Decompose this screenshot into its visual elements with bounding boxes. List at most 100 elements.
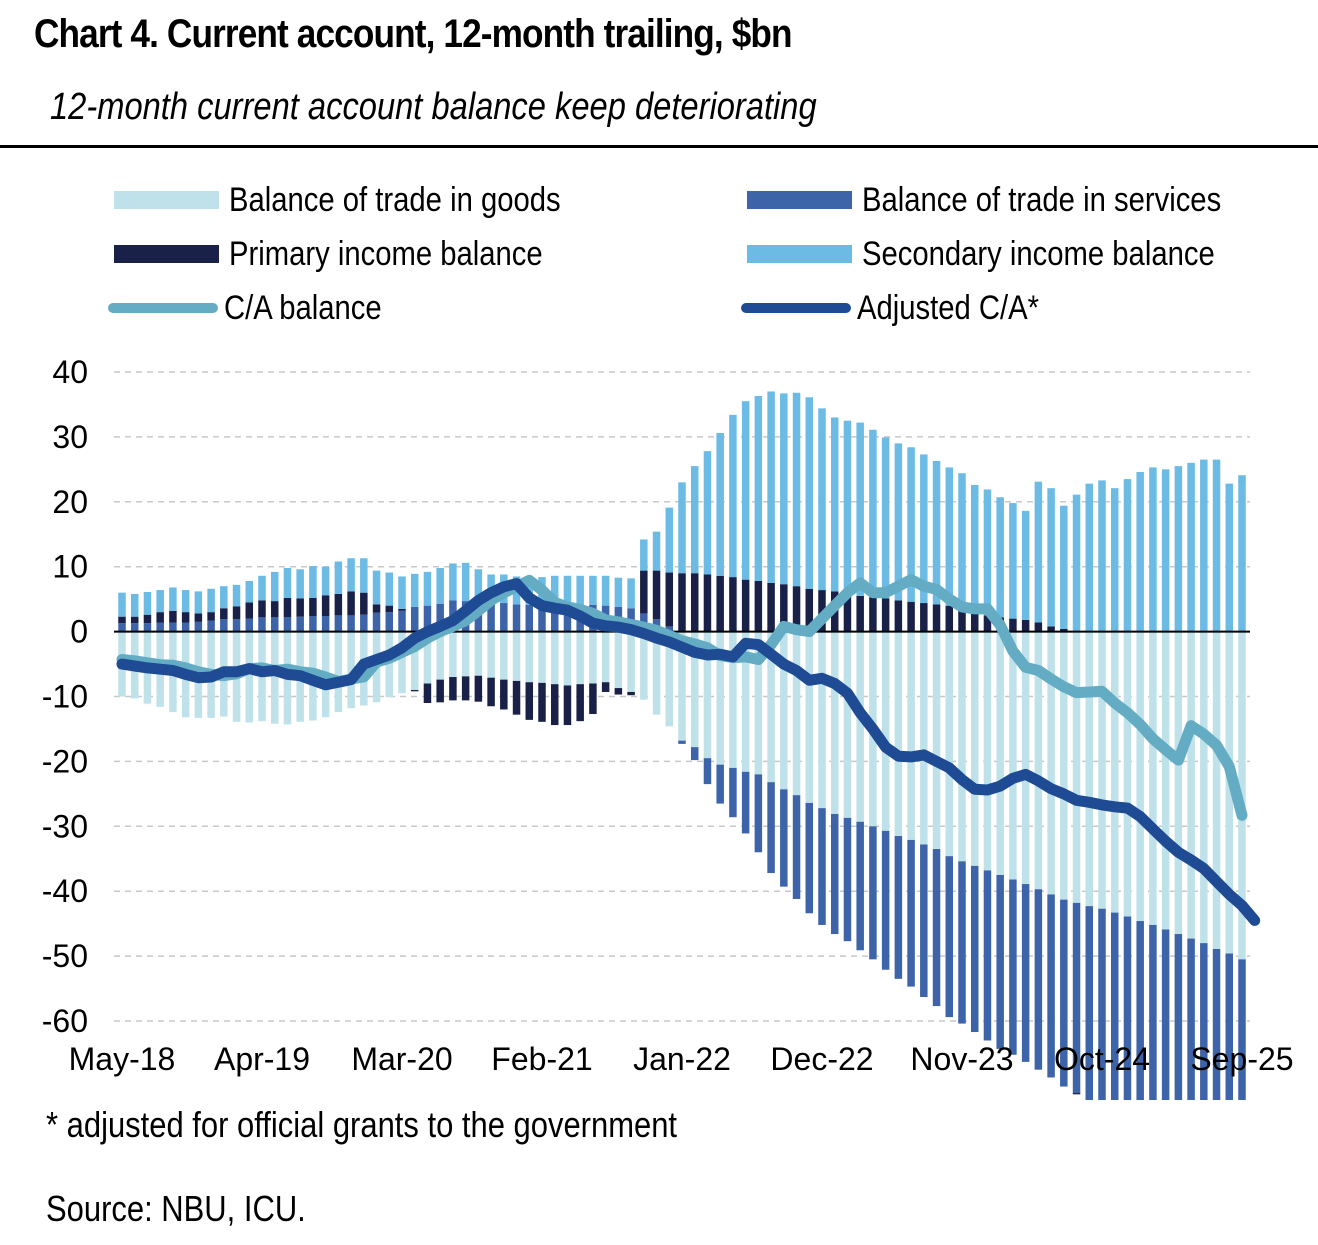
bar-primary-income-balance: [118, 616, 126, 624]
bar-balance-of-trade-in-services: [780, 789, 788, 887]
bar-balance-of-trade-in-services: [945, 856, 954, 1018]
bar-secondary-income-balance: [869, 429, 877, 598]
legend-swatch-goods: [114, 191, 219, 209]
bar-balance-of-trade-in-services: [169, 622, 177, 632]
bar-secondary-income-balance: [156, 590, 164, 613]
bar-primary-income-balance: [283, 597, 292, 618]
legend-label-secondary-income: Secondary income balance: [862, 234, 1215, 273]
bar-balance-of-trade-in-goods: [1085, 631, 1094, 907]
bar-balance-of-trade-in-goods: [410, 631, 419, 691]
chart-subtitle: 12-month current account balance keep de…: [50, 86, 817, 128]
bar-secondary-income-balance: [143, 592, 152, 615]
bar-secondary-income-balance: [627, 578, 635, 609]
bar-primary-income-balance: [741, 579, 750, 632]
bar-balance-of-trade-in-services: [792, 795, 801, 899]
bar-primary-income-balance: [780, 584, 788, 632]
bar-primary-income-balance: [729, 577, 737, 632]
bar-secondary-income-balance: [283, 567, 292, 598]
bar-secondary-income-balance: [1187, 462, 1195, 632]
bar-balance-of-trade-in-goods: [805, 631, 814, 803]
bar-secondary-income-balance: [754, 396, 763, 581]
bar-secondary-income-balance: [894, 443, 903, 601]
y-tick-label: 10: [52, 549, 88, 585]
bar-balance-of-trade-in-services: [347, 615, 355, 632]
bar-secondary-income-balance: [945, 467, 954, 606]
bar-secondary-income-balance: [1174, 466, 1183, 632]
bar-primary-income-balance: [538, 682, 546, 722]
bar-primary-income-balance: [525, 682, 534, 720]
bar-balance-of-trade-in-goods: [703, 631, 712, 759]
bar-secondary-income-balance: [1072, 494, 1081, 632]
bar-secondary-income-balance: [321, 566, 330, 596]
bar-primary-income-balance: [1034, 622, 1043, 632]
bar-balance-of-trade-in-services: [920, 844, 928, 997]
bar-secondary-income-balance: [398, 576, 406, 609]
bar-balance-of-trade-in-services: [983, 870, 992, 1041]
bar-balance-of-trade-in-services: [423, 605, 432, 632]
bar-secondary-income-balance: [449, 563, 457, 601]
bar-balance-of-trade-in-services: [1187, 938, 1195, 1100]
bar-balance-of-trade-in-services: [843, 817, 852, 942]
bar-balance-of-trade-in-goods: [449, 631, 457, 678]
bar-primary-income-balance: [334, 593, 343, 616]
bar-balance-of-trade-in-services: [118, 623, 126, 632]
bar-balance-of-trade-in-goods: [894, 631, 903, 837]
bar-primary-income-balance: [512, 680, 521, 715]
bar-balance-of-trade-in-goods: [945, 631, 954, 857]
y-tick-label: 20: [52, 484, 88, 520]
bar-primary-income-balance: [1009, 618, 1017, 632]
bar-secondary-income-balance: [563, 575, 572, 606]
line-adjusted-c-a: [116, 578, 1261, 926]
legend-label-services: Balance of trade in services: [862, 180, 1222, 219]
bar-secondary-income-balance: [856, 422, 864, 596]
legend-swatch-primary-income: [114, 245, 219, 263]
bar-balance-of-trade-in-goods: [347, 631, 355, 709]
bar-secondary-income-balance: [818, 408, 826, 591]
bar-primary-income-balance: [156, 612, 164, 623]
bar-primary-income-balance: [932, 604, 941, 632]
chart-title: Chart 4. Current account, 12-month trail…: [34, 12, 793, 56]
bar-balance-of-trade-in-services: [360, 614, 368, 632]
chart-plot: 40 30 20 10 0 -10 -20 -30 -40 -50 -60 May-18 Apr-19…: [42, 354, 1294, 1100]
bar-secondary-income-balance: [410, 573, 419, 607]
bar-balance-of-trade-in-goods: [716, 631, 724, 765]
bar-balance-of-trade-in-goods: [563, 631, 572, 686]
bar-secondary-income-balance: [741, 401, 750, 580]
bar-secondary-income-balance: [1161, 469, 1170, 632]
bar-secondary-income-balance: [601, 575, 610, 606]
bar-primary-income-balance: [372, 604, 381, 613]
bar-secondary-income-balance: [1021, 510, 1030, 620]
bar-primary-income-balance: [640, 570, 648, 614]
bar-secondary-income-balance: [194, 591, 203, 614]
bar-primary-income-balance: [601, 682, 610, 692]
bar-balance-of-trade-in-services: [181, 622, 190, 632]
y-tick-label: -60: [42, 1003, 88, 1039]
bar-primary-income-balance: [550, 684, 559, 726]
bar-primary-income-balance: [398, 608, 406, 611]
bar-primary-income-balance: [716, 575, 724, 632]
bar-balance-of-trade-in-services: [830, 813, 839, 935]
bar-balance-of-trade-in-services: [907, 839, 915, 987]
bar-primary-income-balance: [360, 592, 368, 615]
bar-secondary-income-balance: [1123, 479, 1132, 632]
bar-balance-of-trade-in-goods: [958, 631, 966, 862]
bar-primary-income-balance: [678, 573, 686, 632]
bar-balance-of-trade-in-goods: [665, 631, 674, 727]
bar-balance-of-trade-in-goods: [830, 631, 839, 814]
bar-primary-income-balance: [296, 598, 304, 617]
bar-balance-of-trade-in-goods: [754, 631, 763, 775]
bar-secondary-income-balance: [1149, 467, 1157, 632]
bar-balance-of-trade-in-services: [258, 617, 266, 632]
bar-balance-of-trade-in-goods: [881, 631, 890, 831]
bar-secondary-income-balance: [169, 587, 177, 611]
bar-primary-income-balance: [385, 605, 394, 613]
bar-primary-income-balance: [652, 570, 661, 620]
bar-primary-income-balance: [754, 580, 763, 632]
bar-secondary-income-balance: [220, 586, 228, 609]
bar-balance-of-trade-in-services: [958, 861, 966, 1024]
bar-balance-of-trade-in-services: [1034, 889, 1043, 1070]
x-tick-label: Sep-25: [1190, 1041, 1293, 1077]
bar-primary-income-balance: [423, 683, 432, 703]
bar-secondary-income-balance: [1110, 488, 1119, 632]
source-note: Source: NBU, ICU.: [46, 1188, 306, 1229]
